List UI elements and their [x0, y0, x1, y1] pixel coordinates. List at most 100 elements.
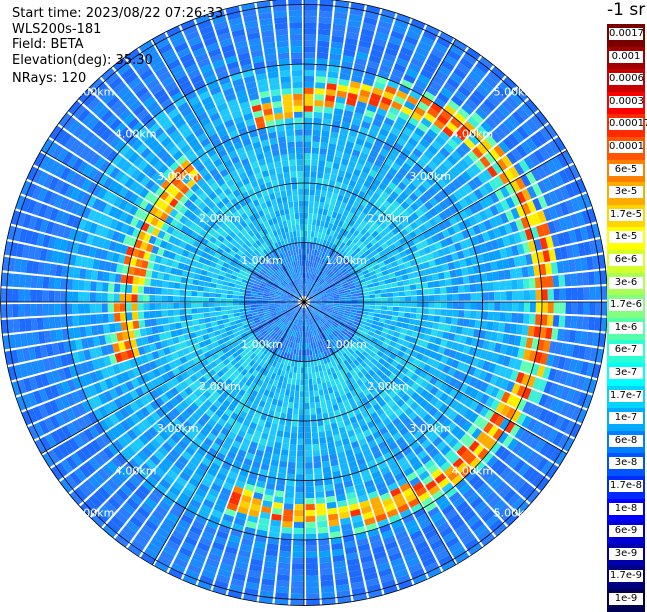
ray-gate [310, 165, 318, 172]
ray-gate [396, 321, 403, 328]
ray-gate [309, 303, 316, 306]
ray-gate [491, 352, 500, 364]
ray-gate [357, 177, 366, 185]
ray-gate [375, 481, 387, 491]
ray-gate [114, 273, 122, 283]
ray-gate [377, 461, 388, 470]
ray-gate [300, 331, 303, 338]
ray-gate [328, 447, 337, 455]
ray-gate [507, 438, 519, 451]
ray-gate [459, 258, 467, 268]
ray-gate [365, 276, 372, 282]
ray-gate [171, 529, 186, 541]
ray-gate [305, 307, 308, 314]
ray-gate [359, 34, 373, 43]
ray-gate [325, 94, 336, 102]
ray-gate [275, 436, 283, 443]
ray-gate [12, 273, 20, 288]
ray-gate [304, 325, 306, 332]
ray-gate [418, 346, 427, 355]
ray-gate [160, 257, 168, 265]
ray-gate [54, 397, 65, 411]
ray-gate [329, 272, 335, 278]
ray-gate [355, 340, 362, 347]
ray-gate [335, 200, 342, 208]
ray-gate [380, 373, 388, 382]
ray-gate [395, 498, 407, 508]
ray-gate [313, 455, 321, 463]
ray-gate [292, 303, 299, 305]
ray-gate [330, 537, 343, 545]
ray-gate [22, 347, 31, 362]
ray-gate [349, 575, 364, 584]
ray-gate [531, 212, 542, 225]
ray-gate [551, 234, 560, 247]
ray-gate [333, 252, 339, 259]
ray-gate [155, 397, 165, 407]
ray-gate [223, 322, 231, 328]
ray-gate [408, 152, 419, 163]
ray-gate [561, 150, 574, 165]
ray-gate [386, 357, 394, 365]
ray-gate [419, 169, 430, 180]
ray-gate [321, 586, 335, 593]
ray-gate [280, 296, 287, 299]
ray-gate [199, 403, 209, 413]
ray-gate [369, 351, 377, 358]
ray-gate [426, 357, 435, 366]
ray-gate [186, 503, 199, 515]
ray-gate [452, 496, 465, 508]
ray-gate [103, 403, 114, 416]
ray-gate [321, 382, 328, 390]
ray-gate [196, 447, 207, 457]
ray-gate [290, 348, 295, 355]
ray-gate [385, 263, 393, 270]
ray-gate [222, 318, 230, 324]
ray-gate [256, 306, 263, 310]
ray-gate [311, 348, 316, 355]
ray-gate [332, 385, 339, 393]
ray-gate [411, 302, 418, 308]
ray-gate [538, 379, 548, 392]
ray-gate [535, 314, 542, 326]
ray-gate [364, 365, 372, 373]
ray-gate [262, 295, 269, 299]
ray-gate [346, 454, 356, 463]
ray-gate [42, 290, 49, 302]
ray-gate [204, 452, 215, 462]
ray-gate [195, 248, 203, 256]
ray-gate [346, 341, 353, 348]
ray-gate [446, 309, 453, 317]
ray-gate [449, 72, 464, 85]
ray-gate [306, 290, 309, 297]
ray-gate [581, 377, 592, 392]
ray-gate [148, 492, 161, 505]
ray-gate [392, 311, 399, 317]
ray-gate [322, 460, 331, 468]
ray-gate [445, 254, 454, 263]
ray-gate [304, 397, 310, 404]
ray-gate [304, 123, 312, 130]
ray-gate [458, 209, 468, 220]
ray-gate [65, 199, 75, 213]
ray-gate [39, 219, 49, 233]
ray-gate [129, 516, 144, 529]
ray-gate [282, 401, 289, 408]
ray-gate [385, 436, 395, 446]
ray-gate [410, 132, 422, 143]
ray-gate [392, 209, 401, 218]
ray-gate [274, 490, 285, 498]
ray-gate [185, 290, 192, 297]
ray-gate [36, 303, 43, 316]
ray-gate [323, 369, 328, 377]
ray-gate [327, 279, 333, 285]
ray-gate [362, 448, 372, 458]
ray-gate [273, 317, 279, 322]
ray-gate [189, 402, 199, 412]
ray-gate [161, 310, 168, 317]
ray-gate [255, 372, 263, 380]
ray-gate [242, 354, 250, 361]
ray-gate [209, 336, 217, 344]
ray-gate [437, 248, 446, 257]
ray-gate [304, 52, 316, 59]
